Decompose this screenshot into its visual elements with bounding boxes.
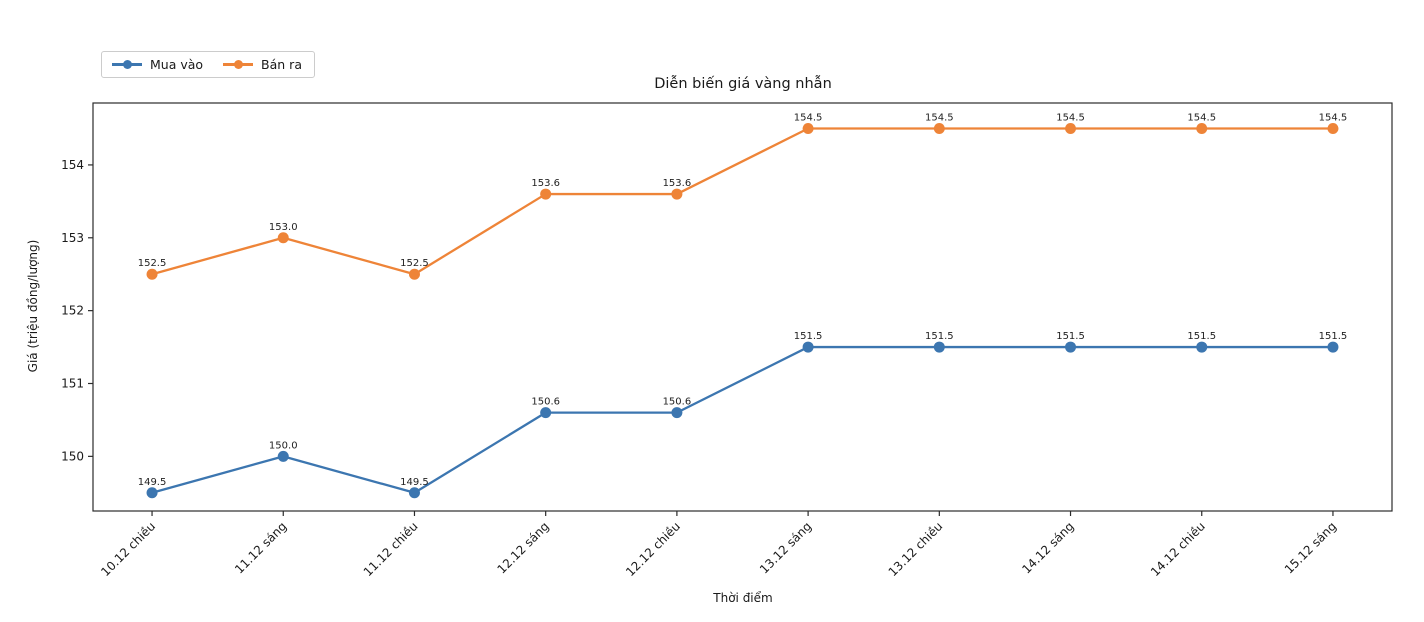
data-point-marker [1196, 123, 1208, 134]
y-tick-label: 154 [61, 158, 84, 172]
data-point-label: 151.5 [925, 331, 954, 342]
data-point-marker [671, 188, 683, 200]
series-line-bán-ra [151, 127, 1333, 276]
data-point-marker [933, 341, 945, 353]
series-line-mua-vào [151, 345, 1333, 494]
data-point-marker [146, 268, 158, 280]
data-point-label: 154.5 [925, 113, 954, 124]
data-point-label: 150.6 [663, 397, 692, 408]
y-tick-label: 152 [61, 304, 84, 318]
data-point-label: 150.0 [269, 440, 298, 451]
x-tick-label: 13.12 sáng [757, 519, 814, 576]
data-point-marker [408, 487, 420, 499]
data-point-label: 149.5 [138, 477, 167, 488]
data-point-label: 154.5 [794, 113, 823, 124]
x-tick-label: 11.12 sáng [232, 519, 289, 576]
data-point-marker [1065, 341, 1077, 353]
x-tick-label: 10.12 chiều [98, 519, 158, 579]
data-point-label: 150.6 [531, 397, 560, 408]
x-tick-label: 14.12 sáng [1019, 519, 1076, 576]
legend-dot-mua-vao [123, 60, 132, 69]
data-point-label: 153.0 [269, 222, 298, 233]
legend-item-ban-ra: Bán ra [223, 57, 302, 72]
data-point-marker [1196, 341, 1208, 353]
x-axis-label: Thời điểm [713, 591, 773, 605]
x-tick-label: 12.12 sáng [495, 519, 552, 576]
data-point-marker [671, 407, 683, 419]
x-tick-label: 13.12 chiều [886, 519, 946, 579]
data-point-marker [277, 232, 289, 244]
legend: Mua vào Bán ra [101, 51, 315, 78]
data-point-label: 154.5 [1319, 113, 1348, 124]
data-point-label: 154.5 [1187, 113, 1216, 124]
data-point-label: 152.5 [400, 258, 429, 269]
data-point-marker [146, 487, 158, 499]
y-tick-label: 151 [61, 377, 84, 391]
data-point-marker [408, 268, 420, 280]
x-tick-label: 12.12 chiều [623, 519, 683, 579]
data-point-marker [1327, 341, 1339, 353]
data-point-label: 154.5 [1056, 113, 1085, 124]
y-tick-label: 150 [61, 449, 84, 463]
legend-item-mua-vao: Mua vào [112, 57, 203, 72]
data-point-label: 153.6 [663, 178, 692, 189]
legend-label-mua-vao: Mua vào [150, 57, 204, 72]
legend-swatch-ban-ra [223, 60, 254, 70]
data-point-marker [277, 450, 289, 462]
data-point-marker [933, 123, 945, 134]
x-tick-label: 11.12 chiều [361, 519, 421, 579]
data-point-marker [802, 341, 814, 353]
x-tick-label: 15.12 sáng [1282, 519, 1339, 576]
data-point-marker [540, 407, 552, 419]
x-tick-label: 14.12 chiều [1148, 519, 1208, 579]
data-point-label: 151.5 [1319, 331, 1348, 342]
data-point-label: 151.5 [794, 331, 823, 342]
data-point-label: 152.5 [138, 258, 167, 269]
chart-title: Diễn biến giá vàng nhẫn [654, 76, 832, 92]
data-point-marker [802, 123, 814, 134]
data-point-label: 149.5 [400, 477, 429, 488]
data-point-label: 151.5 [1187, 331, 1216, 342]
data-point-label: 151.5 [1056, 331, 1085, 342]
data-point-marker [1065, 123, 1077, 134]
legend-label-ban-ra: Bán ra [261, 57, 302, 72]
legend-dot-ban-ra [234, 60, 244, 69]
data-point-label: 153.6 [531, 178, 560, 189]
y-tick-label: 153 [61, 231, 84, 245]
data-point-marker [1327, 123, 1339, 134]
plot-frame [92, 102, 1393, 512]
data-point-marker [540, 188, 552, 200]
legend-swatch-mua-vao [112, 60, 142, 70]
